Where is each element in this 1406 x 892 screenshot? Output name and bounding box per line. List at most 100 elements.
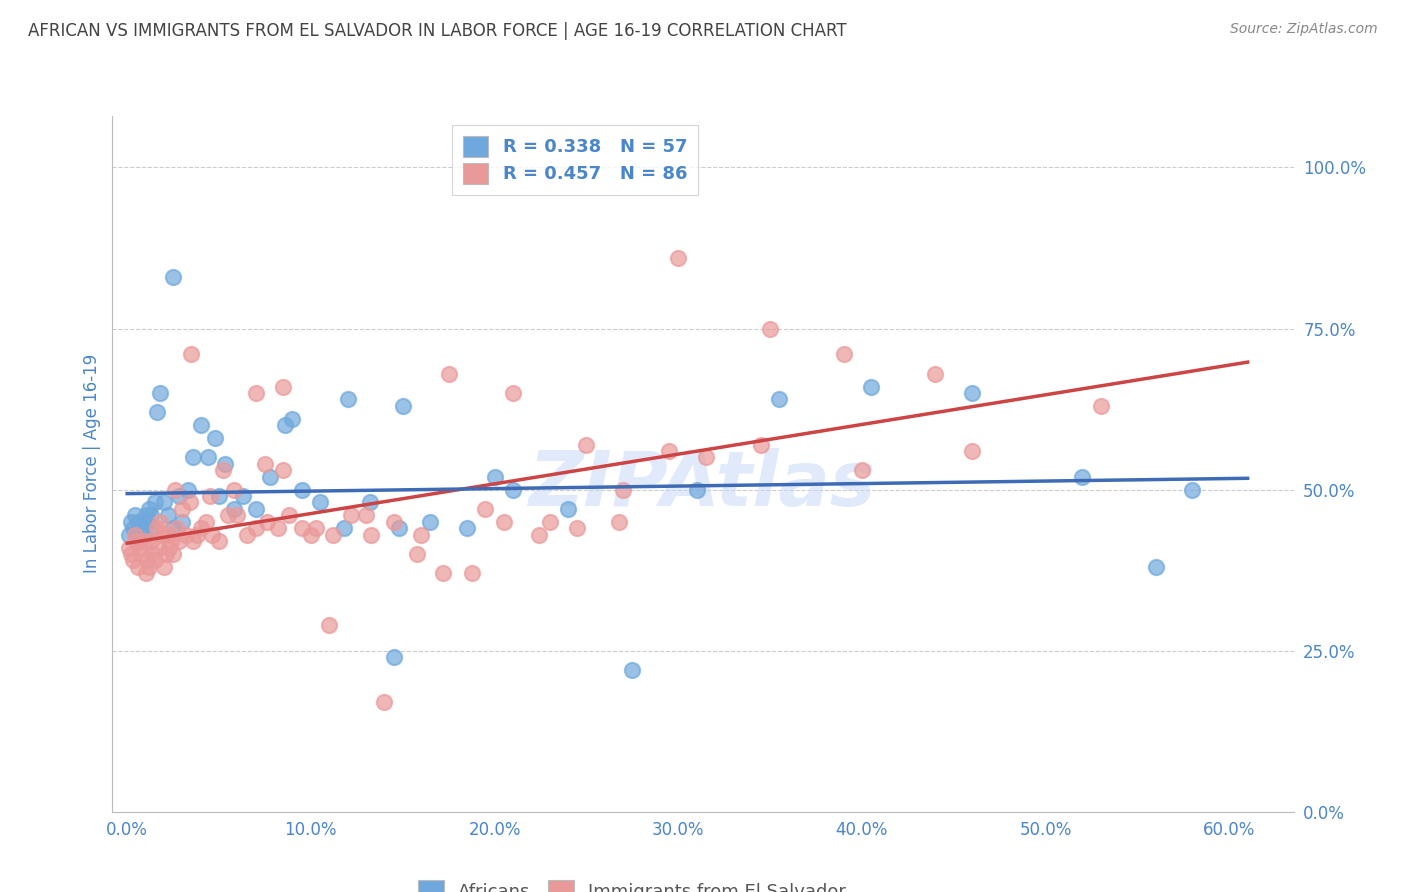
Point [157,541,180,555]
Point [149,386,172,401]
Point [538,515,561,529]
Point [145,405,167,419]
Point [120,547,142,561]
Point [291,483,314,497]
Point [322,527,344,541]
Point [333,521,356,535]
Point [131,521,153,535]
Point [172,515,194,529]
Point [149,515,172,529]
Point [924,367,946,381]
Point [177,483,200,497]
Point [118,527,141,541]
Point [359,495,381,509]
Point [121,553,143,567]
Point [127,515,149,529]
Text: Source: ZipAtlas.com: Source: ZipAtlas.com [1230,22,1378,37]
Point [211,463,233,477]
Point [658,444,681,458]
Point [281,411,304,425]
Point [222,502,245,516]
Point [172,502,194,516]
Point [208,489,231,503]
Point [124,508,146,523]
Point [142,547,165,561]
Point [621,663,644,677]
Point [960,386,983,401]
Point [382,650,405,665]
Point [167,489,190,503]
Point [162,547,184,561]
Point [271,379,294,393]
Point [181,534,204,549]
Point [139,534,162,549]
Point [336,392,359,407]
Point [179,495,201,509]
Point [256,515,278,529]
Point [153,560,176,574]
Point [120,515,142,529]
Point [226,508,249,523]
Point [749,437,772,451]
Point [139,508,162,523]
Point [695,450,717,465]
Point [138,560,160,574]
Point [406,547,429,561]
Point [121,521,143,535]
Point [135,508,157,523]
Text: ZIPAtlas: ZIPAtlas [529,448,877,522]
Point [373,695,395,709]
Point [474,502,496,516]
Point [167,534,190,549]
Point [253,457,276,471]
Point [143,553,166,567]
Point [245,502,267,516]
Point [148,541,170,555]
Point [502,386,524,401]
Point [432,566,454,581]
Point [305,521,328,535]
Point [186,527,208,541]
Point [132,527,155,541]
Point [136,515,159,529]
Point [150,527,173,541]
Point [360,527,382,541]
Point [484,469,506,483]
Point [125,527,148,541]
Point [557,502,579,516]
Point [245,386,267,401]
Point [131,547,153,561]
Point [860,379,883,393]
Point [666,251,689,265]
Point [181,450,204,465]
Point [180,347,202,361]
Point [259,469,281,483]
Point [609,515,631,529]
Point [271,463,294,477]
Point [208,534,231,549]
Point [527,527,550,541]
Point [1071,469,1094,483]
Point [759,321,782,335]
Point [851,463,873,477]
Point [309,495,332,509]
Point [145,521,167,535]
Point [419,515,441,529]
Point [138,502,160,516]
Point [340,508,363,523]
Point [129,534,152,549]
Point [143,495,166,509]
Point [156,527,179,541]
Point [391,399,413,413]
Point [162,270,184,285]
Point [198,489,221,503]
Point [125,534,148,549]
Point [129,541,152,555]
Point [267,521,290,535]
Point [318,618,340,632]
Point [382,515,405,529]
Point [685,483,707,497]
Point [201,527,224,541]
Point [195,515,218,529]
Point [502,483,524,497]
